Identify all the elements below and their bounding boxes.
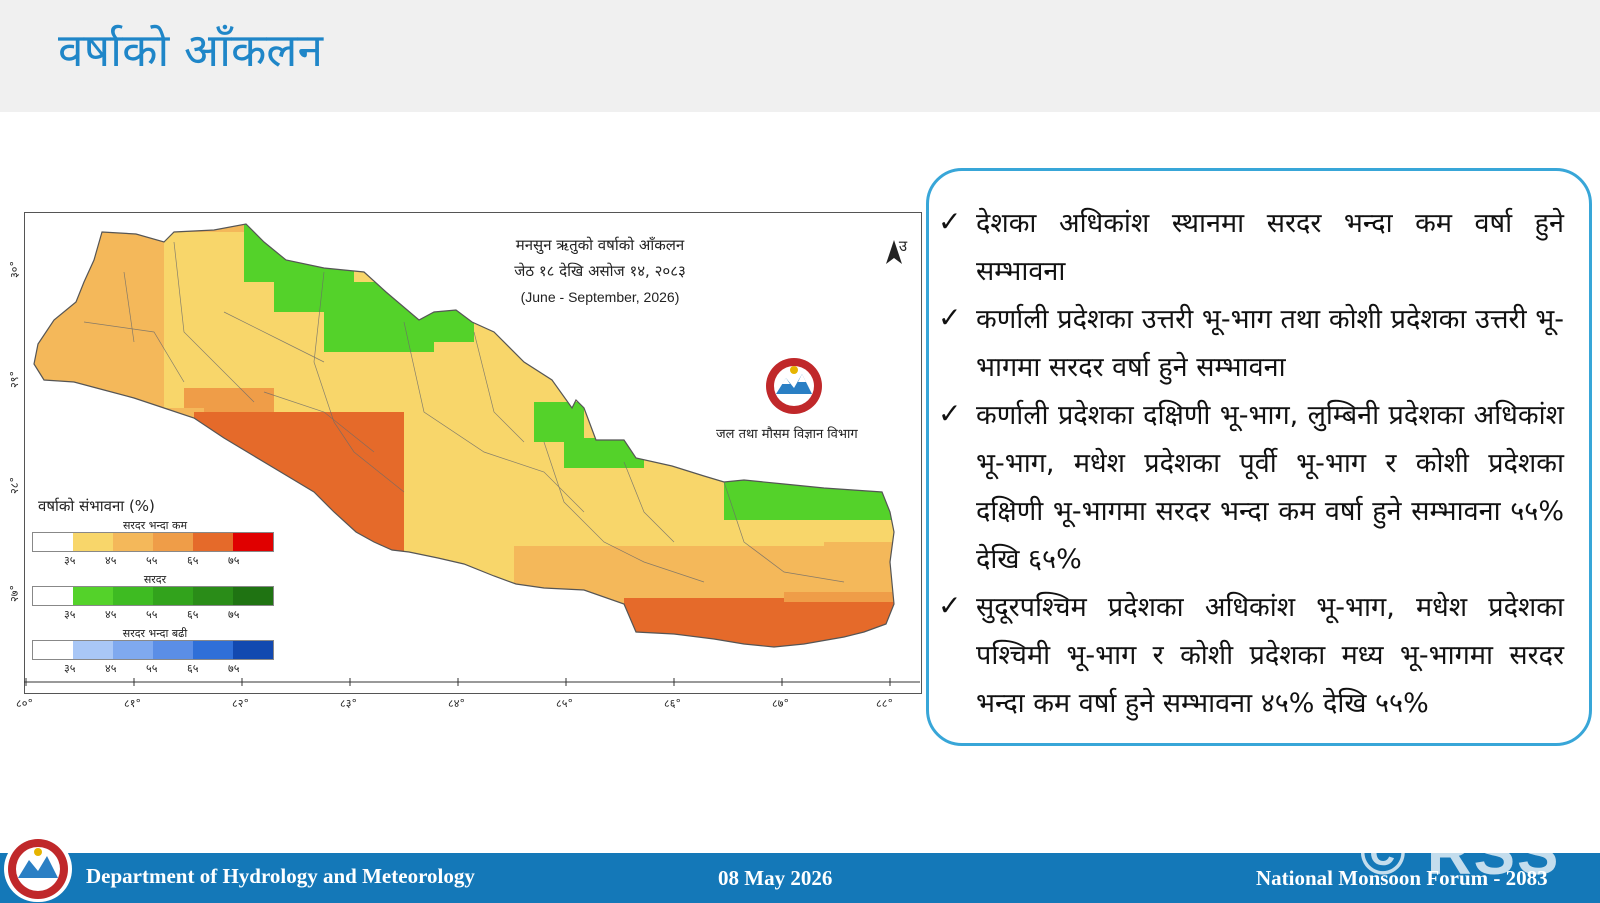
x-tick-label: ८३° bbox=[340, 697, 357, 710]
forecast-point-text: कर्णाली प्रदेशका उत्तरी भू-भाग तथा कोशी … bbox=[976, 304, 1564, 383]
x-tick-label: ८४° bbox=[448, 697, 465, 710]
legend-normal: सरदर ३५ ४५ ५५ ६५ ७५ bbox=[30, 572, 290, 626]
legend-tick: ५५ bbox=[146, 554, 158, 567]
legend-ticks: ३५ ४५ ५५ ६५ ७५ bbox=[64, 661, 269, 676]
map-legend: वर्षाको संभावना (%) सरदर भन्दा कम ३५ ४५ … bbox=[30, 496, 290, 680]
footer-department: Department of Hydrology and Meteorology bbox=[86, 864, 475, 888]
forecast-point-text: सुदूरपश्चिम प्रदेशका अधिकांश भू-भाग, मधे… bbox=[976, 592, 1564, 719]
check-icon: ✓ bbox=[938, 205, 962, 238]
check-icon: ✓ bbox=[938, 301, 962, 334]
x-tick-label: ८१° bbox=[124, 697, 141, 710]
footer-date: 08 May 2026 bbox=[718, 866, 833, 890]
forecast-point: ✓ देशका अधिकांश स्थानमा सरदर भन्दा कम वर… bbox=[938, 200, 1564, 296]
legend-below-normal: सरदर भन्दा कम ३५ ४५ ५५ ६५ ७५ bbox=[30, 518, 290, 572]
legend-ticks: ३५ ४५ ५५ ६५ ७५ bbox=[64, 553, 269, 568]
legend-tick: ४५ bbox=[105, 554, 117, 567]
watermark: © RSS bbox=[1360, 819, 1561, 888]
legend-tick: ७५ bbox=[228, 608, 240, 621]
legend-below-normal-bar bbox=[32, 532, 274, 552]
check-icon: ✓ bbox=[938, 589, 962, 622]
y-tick-label: ३०° bbox=[7, 261, 21, 278]
header-band bbox=[0, 0, 1600, 112]
map-title-line2: जेठ १८ देखि असोज १४, २०८३ bbox=[514, 262, 686, 280]
x-tick-label: ८५° bbox=[556, 697, 573, 710]
x-tick-label: ८६° bbox=[664, 697, 681, 710]
x-tick-label: ८२° bbox=[232, 697, 249, 710]
legend-tick: ५५ bbox=[146, 608, 158, 621]
y-tick-label: २७° bbox=[7, 585, 21, 602]
forecast-point: ✓ कर्णाली प्रदेशका उत्तरी भू-भाग तथा कोश… bbox=[938, 296, 1564, 392]
legend-tick: ६५ bbox=[187, 554, 199, 567]
legend-tick: ४५ bbox=[105, 662, 117, 675]
legend-tick: ६५ bbox=[187, 662, 199, 675]
y-tick-label: २९° bbox=[7, 371, 21, 388]
x-tick-label: ८८° bbox=[876, 697, 893, 710]
slide-title: वर्षाको आँकलन bbox=[58, 23, 324, 77]
legend-title: वर्षाको संभावना (%) bbox=[38, 497, 155, 515]
forecast-points-box bbox=[926, 168, 1592, 746]
footer-bar bbox=[0, 853, 1600, 903]
x-tick-label: ८७° bbox=[772, 697, 789, 710]
footer-forum: National Monsoon Forum - 2083 bbox=[1256, 866, 1548, 890]
legend-below-normal-label: सरदर भन्दा कम bbox=[122, 519, 188, 532]
legend-above-normal: सरदर भन्दा बढी ३५ ४५ ५५ ६५ ७५ bbox=[30, 626, 290, 680]
forecast-point-text: कर्णाली प्रदेशका दक्षिणी भू-भाग, लुम्बिन… bbox=[976, 400, 1564, 575]
legend-tick: ३५ bbox=[64, 554, 76, 567]
legend-normal-label: सरदर bbox=[143, 573, 167, 586]
legend-tick: ४५ bbox=[105, 608, 117, 621]
dhm-logo-icon bbox=[766, 358, 822, 414]
north-arrow-label: उ bbox=[898, 237, 908, 255]
forecast-point: ✓ कर्णाली प्रदेशका दक्षिणी भू-भाग, लुम्ब… bbox=[938, 392, 1564, 584]
forecast-point: ✓ सुदूरपश्चिम प्रदेशका अधिकांश भू-भाग, म… bbox=[938, 584, 1564, 728]
nepal-forecast-map bbox=[24, 223, 920, 686]
legend-tick: ३५ bbox=[64, 662, 76, 675]
map-title: मनसुन ऋतुको वर्षाको आँकलन जेठ १८ देखि अस… bbox=[440, 232, 760, 310]
legend-above-normal-label: सरदर भन्दा बढी bbox=[122, 627, 188, 640]
legend-normal-bar bbox=[32, 586, 274, 606]
legend-tick: ३५ bbox=[64, 608, 76, 621]
map-department-label: जल तथा मौसम विज्ञान विभाग bbox=[716, 427, 858, 442]
check-icon: ✓ bbox=[938, 397, 962, 430]
legend-tick: ६५ bbox=[187, 608, 199, 621]
footer-logo-icon bbox=[4, 836, 72, 902]
map-title-line1: मनसुन ऋतुको वर्षाको आँकलन bbox=[515, 236, 685, 254]
legend-tick: ७५ bbox=[228, 662, 240, 675]
legend-tick: ५५ bbox=[146, 662, 158, 675]
forecast-point-text: देशका अधिकांश स्थानमा सरदर भन्दा कम वर्ष… bbox=[976, 208, 1564, 287]
map-title-line3: (June - September, 2026) bbox=[520, 289, 680, 305]
legend-above-normal-bar bbox=[32, 640, 274, 660]
x-tick-label: ८०° bbox=[16, 697, 33, 710]
y-tick-label: २८° bbox=[7, 477, 21, 494]
legend-tick: ७५ bbox=[228, 554, 240, 567]
legend-ticks: ३५ ४५ ५५ ६५ ७५ bbox=[64, 607, 269, 622]
